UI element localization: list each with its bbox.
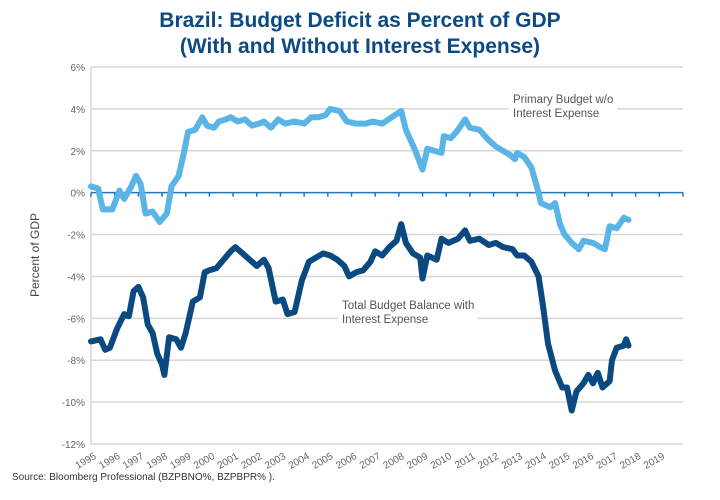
y-tick-label: 2% xyxy=(71,147,86,158)
x-tick-label: 2012 xyxy=(476,451,501,472)
y-tick-label: 4% xyxy=(71,105,86,116)
x-tick-label: 2015 xyxy=(547,451,572,472)
y-axis-label: Percent of GDP xyxy=(28,212,42,298)
annotation-line: Primary Budget w/o xyxy=(513,94,614,106)
x-tick-label: 1995 xyxy=(74,451,99,472)
series-line-total-budget xyxy=(88,221,632,414)
x-tick-label: 1997 xyxy=(121,451,146,472)
x-tick-label: 2000 xyxy=(192,451,217,472)
x-tick-label: 2017 xyxy=(595,451,620,472)
annotation-total-budget: Total Budget Balance with Interest Expen… xyxy=(338,299,479,327)
x-tick-label: 2019 xyxy=(642,451,667,472)
x-tick-label: 2008 xyxy=(382,451,407,472)
x-tick-label: 1999 xyxy=(168,451,193,472)
x-tick-label: 2005 xyxy=(311,451,336,472)
x-tick-label: 1996 xyxy=(97,451,122,472)
y-tick-label: 0% xyxy=(71,189,86,200)
x-tick-label: 2004 xyxy=(287,451,312,472)
x-tick-label: 2010 xyxy=(429,451,454,472)
x-tick-label: 2002 xyxy=(239,451,264,472)
x-tick-label: 2016 xyxy=(571,451,596,472)
x-tick-label: 2003 xyxy=(263,451,288,472)
x-tick-label: 2011 xyxy=(453,451,478,471)
annotation-line: Interest Expense xyxy=(342,314,429,326)
series-line-primary-budget xyxy=(88,105,632,253)
annotation-primary-budget: Primary Budget w/o Interest Expense xyxy=(509,93,618,121)
x-tick-label: 2006 xyxy=(334,451,359,472)
x-tick-label: 1998 xyxy=(145,451,170,472)
y-tick-label: -12% xyxy=(62,440,85,451)
x-tick-label: 2009 xyxy=(405,451,430,472)
y-tick-label: -10% xyxy=(62,398,85,409)
annotation-line: Total Budget Balance with xyxy=(342,300,475,312)
y-tick-label: -8% xyxy=(67,356,85,367)
x-tick-label: 2013 xyxy=(500,451,525,472)
y-tick-label: -2% xyxy=(67,231,85,242)
x-tick-label: 2001 xyxy=(216,451,241,472)
annotation-line: Interest Expense xyxy=(513,108,600,120)
x-tick-label: 2007 xyxy=(358,451,383,472)
y-tick-label: -4% xyxy=(67,272,85,283)
chart-subtitle: (With and Without Interest Expense) xyxy=(179,35,541,58)
x-tick-label: 2014 xyxy=(524,451,549,472)
y-tick-label: 6% xyxy=(71,63,86,74)
source-note: Source: Bloomberg Professional (BZPBNO%,… xyxy=(12,472,275,483)
chart-title-line1: Brazil: Budget Deficit as Percent of GDP xyxy=(159,9,561,32)
y-tick-label: -6% xyxy=(67,314,85,325)
chart-title: Brazil: Budget Deficit as Percent of GDP… xyxy=(0,8,720,60)
x-tick-label: 2018 xyxy=(618,451,643,472)
